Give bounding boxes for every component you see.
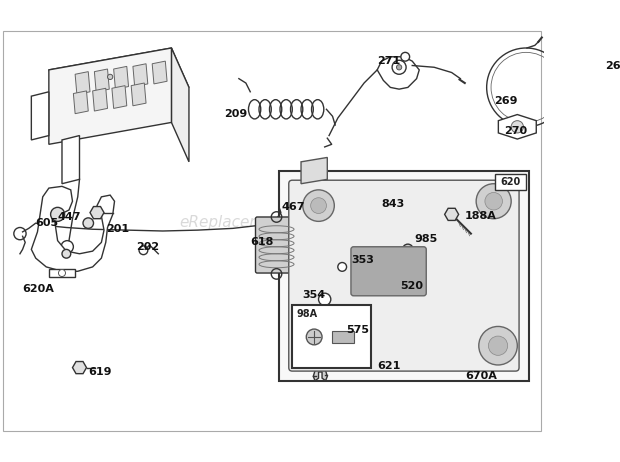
Circle shape — [326, 327, 355, 355]
Text: 268: 268 — [605, 61, 620, 71]
Text: 575: 575 — [347, 325, 370, 335]
Circle shape — [511, 121, 523, 133]
Polygon shape — [32, 186, 115, 271]
Polygon shape — [75, 72, 90, 94]
FancyBboxPatch shape — [351, 247, 426, 296]
Circle shape — [479, 327, 517, 365]
Text: 620A: 620A — [22, 284, 55, 294]
Circle shape — [319, 293, 331, 305]
Circle shape — [313, 322, 327, 336]
Polygon shape — [313, 350, 327, 381]
Text: 619: 619 — [88, 367, 112, 377]
Text: 620: 620 — [500, 177, 520, 187]
Circle shape — [485, 193, 502, 210]
Bar — [332, 331, 353, 343]
Polygon shape — [378, 280, 402, 298]
Text: 209: 209 — [224, 109, 247, 119]
Text: 985: 985 — [414, 234, 437, 244]
Polygon shape — [377, 57, 419, 89]
Text: 843: 843 — [381, 199, 405, 209]
Circle shape — [303, 190, 334, 221]
FancyBboxPatch shape — [302, 319, 339, 351]
Text: 353: 353 — [351, 255, 374, 265]
Polygon shape — [445, 208, 459, 220]
FancyBboxPatch shape — [255, 217, 298, 273]
Bar — [279, 170, 529, 381]
Circle shape — [306, 329, 322, 345]
Circle shape — [83, 218, 94, 228]
Bar — [292, 304, 371, 368]
Polygon shape — [49, 48, 189, 109]
Bar — [495, 174, 526, 190]
Circle shape — [402, 244, 413, 255]
Circle shape — [338, 262, 347, 271]
Text: 447: 447 — [58, 212, 81, 222]
Circle shape — [392, 284, 399, 291]
Polygon shape — [498, 115, 536, 139]
Text: 270: 270 — [504, 126, 527, 136]
Polygon shape — [73, 91, 88, 114]
Polygon shape — [340, 205, 343, 229]
Circle shape — [332, 256, 353, 277]
Polygon shape — [401, 199, 404, 223]
Polygon shape — [62, 135, 79, 184]
Circle shape — [312, 287, 337, 311]
Text: 670A: 670A — [465, 371, 497, 381]
Polygon shape — [112, 85, 126, 109]
Circle shape — [476, 184, 511, 219]
Bar — [394, 256, 399, 261]
Polygon shape — [131, 83, 146, 106]
Text: 188A: 188A — [465, 211, 497, 221]
Polygon shape — [73, 362, 87, 374]
Polygon shape — [380, 202, 401, 223]
Bar — [391, 241, 416, 258]
Polygon shape — [92, 88, 107, 111]
Circle shape — [334, 334, 347, 348]
Polygon shape — [301, 158, 327, 184]
Text: 271: 271 — [377, 56, 401, 66]
Circle shape — [51, 207, 64, 221]
Text: 202: 202 — [136, 242, 159, 252]
Polygon shape — [380, 199, 404, 202]
Text: 467: 467 — [282, 202, 306, 213]
Circle shape — [396, 65, 402, 70]
Text: 269: 269 — [494, 96, 517, 105]
Polygon shape — [172, 48, 189, 162]
Polygon shape — [133, 64, 148, 86]
Text: 605: 605 — [36, 218, 59, 228]
Text: 618: 618 — [250, 237, 273, 247]
Polygon shape — [90, 207, 104, 219]
Circle shape — [62, 249, 71, 258]
Bar — [319, 334, 322, 346]
Circle shape — [107, 74, 113, 79]
Polygon shape — [32, 92, 49, 140]
Text: 354: 354 — [303, 290, 326, 300]
Polygon shape — [94, 69, 109, 92]
Polygon shape — [49, 48, 172, 144]
Polygon shape — [113, 67, 128, 89]
Text: 98A: 98A — [296, 309, 318, 319]
Circle shape — [58, 269, 66, 277]
Text: 201: 201 — [106, 224, 129, 234]
Text: 621: 621 — [377, 361, 401, 371]
Text: 520: 520 — [400, 281, 423, 291]
Polygon shape — [319, 208, 340, 229]
Circle shape — [392, 60, 406, 74]
Circle shape — [311, 198, 326, 213]
FancyBboxPatch shape — [289, 180, 519, 371]
Circle shape — [489, 336, 508, 355]
Text: eReplacementParts.com: eReplacementParts.com — [179, 215, 365, 231]
Circle shape — [401, 52, 410, 61]
Polygon shape — [319, 205, 343, 208]
Polygon shape — [152, 61, 167, 84]
Bar — [408, 256, 413, 261]
Bar — [49, 268, 75, 277]
